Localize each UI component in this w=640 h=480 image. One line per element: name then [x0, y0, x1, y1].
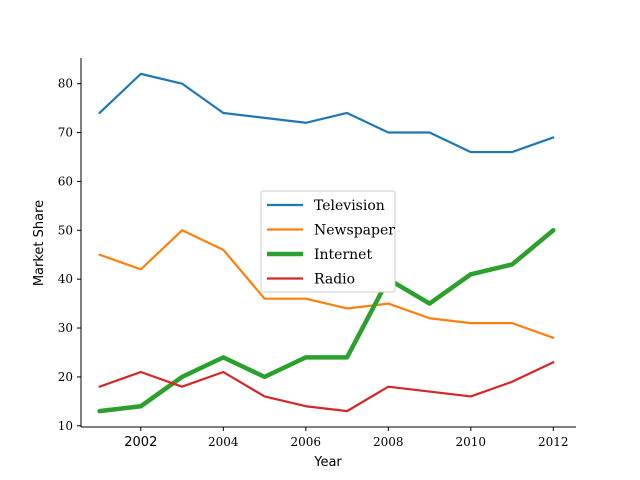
x-tick-label-2006: 2006 — [291, 435, 322, 449]
x-tick-label-2002: 2002 — [124, 435, 157, 450]
x-tick-label-2004: 2004 — [208, 435, 239, 449]
axes-layer — [80, 58, 576, 428]
legend-label-television: Television — [314, 198, 385, 214]
legend-label-internet: Internet — [314, 247, 372, 263]
x-tick-label-2008: 2008 — [373, 435, 404, 449]
legend-label-radio: Radio — [314, 272, 355, 288]
y-tick-label-20: 20 — [58, 370, 73, 384]
legend-frame — [260, 190, 396, 293]
x-tick-label-2012: 2012 — [538, 435, 569, 449]
series-layer — [97, 72, 556, 414]
y-tick-label-40: 40 — [58, 272, 73, 286]
series-line-newspaper — [98, 229, 555, 339]
x-tick-label-2010: 2010 — [456, 435, 487, 449]
y-tick-label-70: 70 — [58, 126, 73, 140]
legend: Television Newspaper Internet Radio — [260, 190, 396, 293]
y-tick-label-10: 10 — [58, 419, 73, 433]
ticks-layer: 2002 2004 2006 2008 2010 2012 10 20 30 40 50 60 70 80 — [58, 77, 569, 450]
x-axis-title: Year — [313, 455, 342, 470]
y-tick-label-60: 60 — [58, 174, 73, 188]
y-tick-label-80: 80 — [58, 77, 73, 91]
series-line-radio — [98, 361, 555, 413]
y-tick-label-30: 30 — [58, 321, 73, 335]
series-line-television — [98, 72, 555, 154]
y-axis-title: Market Share — [32, 200, 47, 286]
legend-label-newspaper: Newspaper — [314, 223, 395, 239]
y-tick-label-50: 50 — [58, 223, 73, 237]
series-line-internet — [97, 228, 556, 414]
